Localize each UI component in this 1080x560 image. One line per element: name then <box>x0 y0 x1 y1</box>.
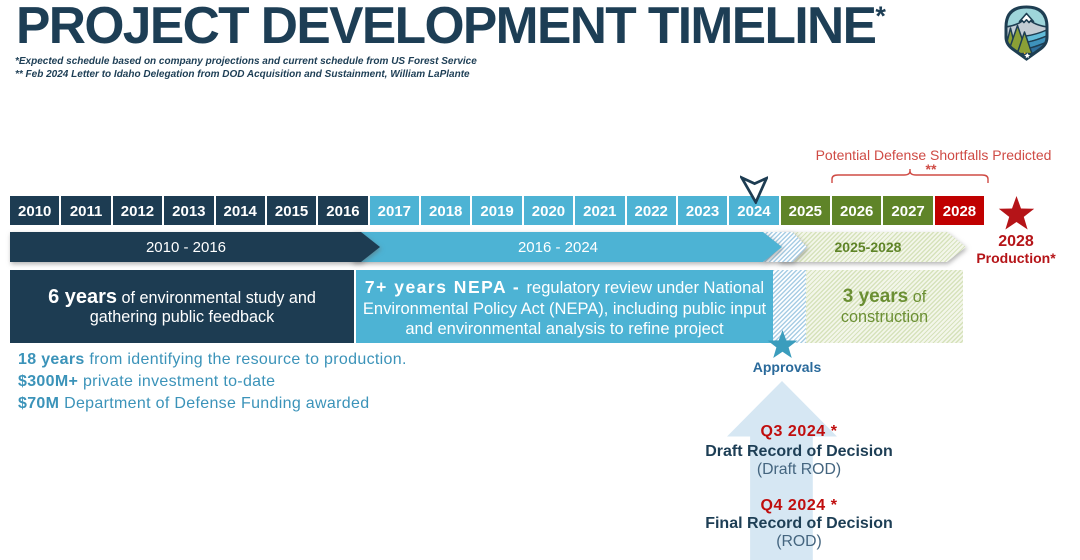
svg-text:**: ** <box>926 163 937 177</box>
